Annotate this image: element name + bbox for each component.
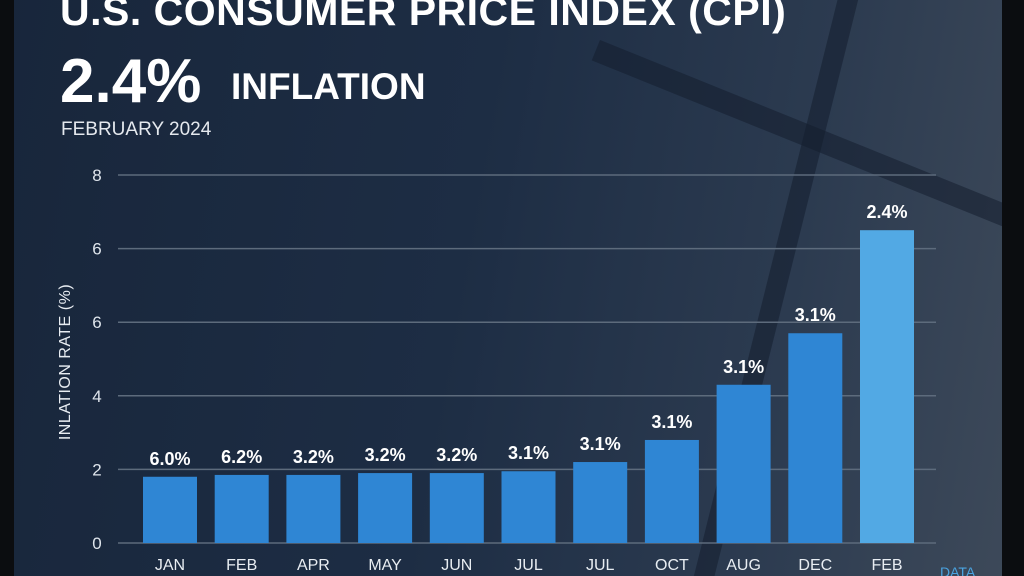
data-label: 2.4%	[866, 202, 907, 222]
bar	[860, 230, 914, 543]
chart-subtitle: FEBRUARY 2024	[61, 119, 212, 140]
footer-text: DATA	[940, 564, 976, 576]
bar	[644, 439, 699, 543]
chart-title: U.S. CONSUMER PRICE INDEX (CPI)	[60, 0, 787, 34]
data-label: 3.2%	[293, 447, 334, 467]
bar	[143, 476, 197, 543]
bar	[788, 333, 843, 543]
data-label: 3.1%	[723, 357, 764, 377]
y-tick-label: 0	[92, 534, 101, 553]
bar	[501, 471, 556, 543]
x-tick-label: JUN	[441, 557, 472, 574]
bar	[358, 473, 413, 543]
x-tick-label: APR	[297, 557, 330, 574]
bar	[573, 462, 628, 543]
data-label: 6.0%	[149, 449, 190, 469]
data-label: 3.1%	[795, 305, 836, 325]
data-label: 6.2%	[221, 447, 262, 467]
y-tick-label: 2	[92, 460, 101, 479]
data-label: 3.1%	[580, 434, 621, 454]
bar	[429, 473, 484, 543]
data-label: 3.2%	[365, 445, 406, 465]
frame-left	[0, 0, 14, 576]
headline-label: INFLATION	[231, 66, 426, 107]
x-tick-label: JUL	[514, 557, 543, 574]
x-tick-label: OCT	[655, 557, 689, 574]
y-tick-label: 8	[92, 166, 101, 185]
x-tick-label: FEB	[226, 557, 257, 574]
x-tick-label: JUL	[586, 557, 615, 574]
frame-right	[1002, 0, 1024, 576]
x-tick-label: AUG	[726, 557, 761, 574]
y-tick-label: 6	[92, 240, 101, 259]
x-tick-label: JAN	[155, 557, 185, 574]
y-tick-label: 4	[92, 387, 101, 406]
data-label: 3.2%	[436, 445, 477, 465]
bar	[716, 384, 771, 543]
y-tick-label: 6	[92, 313, 101, 332]
x-tick-label: DEC	[798, 557, 832, 574]
x-tick-label: MAY	[368, 557, 402, 574]
x-tick-label: FEB	[871, 557, 902, 574]
data-label: 3.1%	[651, 412, 692, 432]
bar	[286, 474, 341, 543]
headline-value: 2.4%	[60, 47, 202, 116]
bar	[214, 474, 269, 543]
data-label: 3.1%	[508, 443, 549, 463]
